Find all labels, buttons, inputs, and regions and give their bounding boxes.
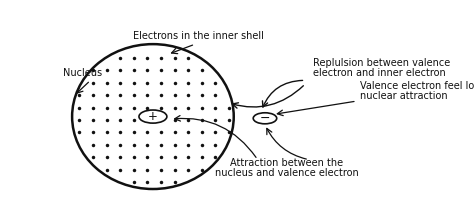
- Text: nucleus and valence electron: nucleus and valence electron: [215, 168, 359, 178]
- Text: −: −: [260, 112, 270, 125]
- Text: Valence electron feel low: Valence electron feel low: [360, 81, 474, 91]
- Text: Attraction between the: Attraction between the: [230, 158, 344, 168]
- Text: Replulsion between valence: Replulsion between valence: [313, 58, 450, 68]
- Text: +: +: [148, 110, 158, 123]
- Text: electron and inner electron: electron and inner electron: [313, 68, 446, 78]
- Circle shape: [253, 113, 277, 124]
- Text: Nucleus: Nucleus: [63, 69, 102, 78]
- Text: Electrons in the inner shell: Electrons in the inner shell: [133, 30, 264, 41]
- Text: nuclear attraction: nuclear attraction: [360, 91, 448, 101]
- Circle shape: [139, 110, 167, 123]
